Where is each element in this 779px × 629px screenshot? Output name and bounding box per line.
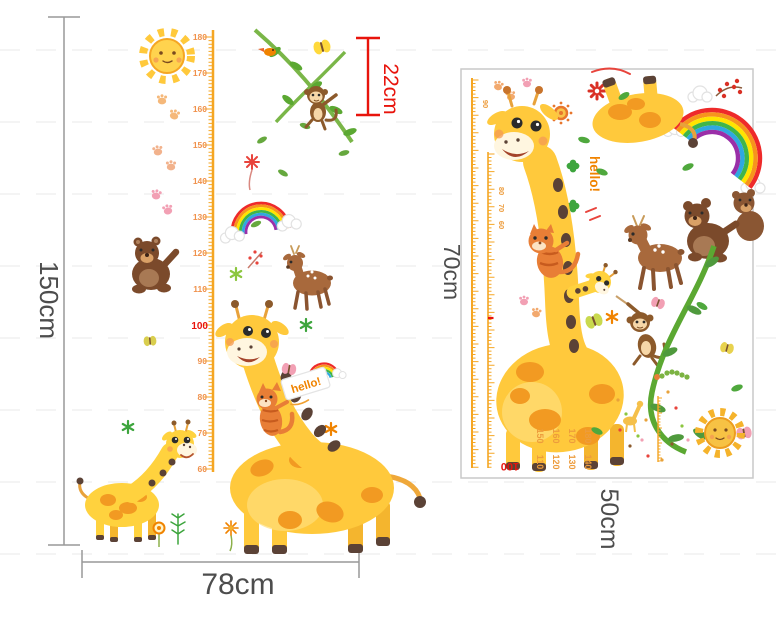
spare-number-100: 100 <box>501 460 519 472</box>
spare-number: 120 <box>551 454 561 469</box>
width-dimension-line <box>81 550 360 578</box>
giraffe-large <box>215 300 426 554</box>
cloud-icon <box>219 213 302 244</box>
spare-number: 160 <box>551 428 561 443</box>
butterfly-icons <box>143 39 331 376</box>
spare-number: 180 <box>583 428 593 443</box>
spare-ruler-numbers: 150 160 170 180 110 120 130 140 100 <box>501 428 593 472</box>
red-flower-icon <box>244 154 260 191</box>
height-dimension-label: 150cm <box>34 261 64 339</box>
vine-icon <box>253 28 354 144</box>
sheet-deer-icon <box>624 215 685 291</box>
sheet-ruler-number: 60 <box>497 221 506 229</box>
left-panel: 150cm 78cm 22cm 180 170 160 150 140 130 … <box>34 16 426 601</box>
sheet-leaves <box>578 92 743 435</box>
ruler-number-100: 100 <box>191 321 208 332</box>
sheet-height-label: 70cm <box>439 244 465 300</box>
ruler-number: 120 <box>193 248 207 258</box>
spare-pieces <box>616 390 690 462</box>
sheet-hello-label: hello! <box>587 156 602 192</box>
sheet-ruler-strips: 90 80 70 60 <box>471 78 506 468</box>
height-dimension-line <box>48 16 80 546</box>
sheet-width-label: 50cm <box>595 488 623 549</box>
ruler-number: 110 <box>193 284 207 294</box>
sheet-bear-icons <box>683 189 764 263</box>
hello-flag: hello! <box>280 366 331 406</box>
asterisk-flower-icons <box>121 266 338 437</box>
sheet-ruler-number: 80 <box>497 187 506 195</box>
cat-icon <box>256 382 295 436</box>
growth-ruler: 180 170 160 150 140 130 120 110 100 90 8… <box>191 30 215 474</box>
sheet-rainbow-icon <box>672 107 763 189</box>
ruler-number: 70 <box>198 428 208 438</box>
baby-giraffe-icon <box>566 263 618 299</box>
giraffe-rear-piece <box>592 75 698 148</box>
ruler-number: 60 <box>198 464 208 474</box>
spare-number: 110 <box>535 455 545 470</box>
sheet-giraffe-large <box>487 86 624 472</box>
spare-number: 170 <box>567 428 577 443</box>
sheet-ruler-number: 90 <box>481 100 490 108</box>
confetti <box>616 390 690 462</box>
ruler-number: 130 <box>193 212 207 222</box>
mini-giraffe-icon <box>623 400 644 433</box>
bird-icon <box>258 48 276 56</box>
sheet-sun-icon <box>695 408 745 458</box>
monkey-icon <box>304 86 338 131</box>
ruler-number: 150 <box>193 140 207 150</box>
sheet-cat-icon <box>528 224 581 278</box>
deer-icon <box>283 245 333 311</box>
spare-number: 130 <box>567 454 577 469</box>
sheet-flowers <box>549 67 743 325</box>
sheet-paw-prints <box>494 77 542 318</box>
right-ruler-a-ticks <box>472 79 479 468</box>
ruler-number: 80 <box>198 392 208 402</box>
ruler-number: 170 <box>193 68 207 78</box>
flower-icons-bottom <box>152 513 239 552</box>
width-dimension-label: 78cm <box>201 568 274 601</box>
spare-number: 140 <box>583 454 593 469</box>
rainbow-icon <box>219 201 302 244</box>
sun-icon <box>139 28 195 84</box>
right-panel: 90 80 70 60 <box>439 67 766 550</box>
ruler-number: 160 <box>193 104 207 114</box>
paw-print-icons <box>151 94 181 215</box>
giraffe-small <box>76 419 197 542</box>
ruler-number: 180 <box>193 32 207 42</box>
right-ruler-b-ticks <box>488 153 495 468</box>
spare-number: 150 <box>535 428 545 443</box>
bear-icon <box>132 236 180 294</box>
ruler-number: 90 <box>198 356 208 366</box>
left-ruler-ticks <box>204 36 213 470</box>
mini-ruler-ticks <box>658 397 662 462</box>
sheet-ruler-number: 70 <box>497 204 506 212</box>
berry-sprig-icon <box>247 250 263 269</box>
offset-dimension-line <box>356 36 380 117</box>
offset-dimension-label: 22cm <box>379 63 402 114</box>
ruler-number: 140 <box>193 176 207 186</box>
caterpillar-icon <box>654 369 690 380</box>
